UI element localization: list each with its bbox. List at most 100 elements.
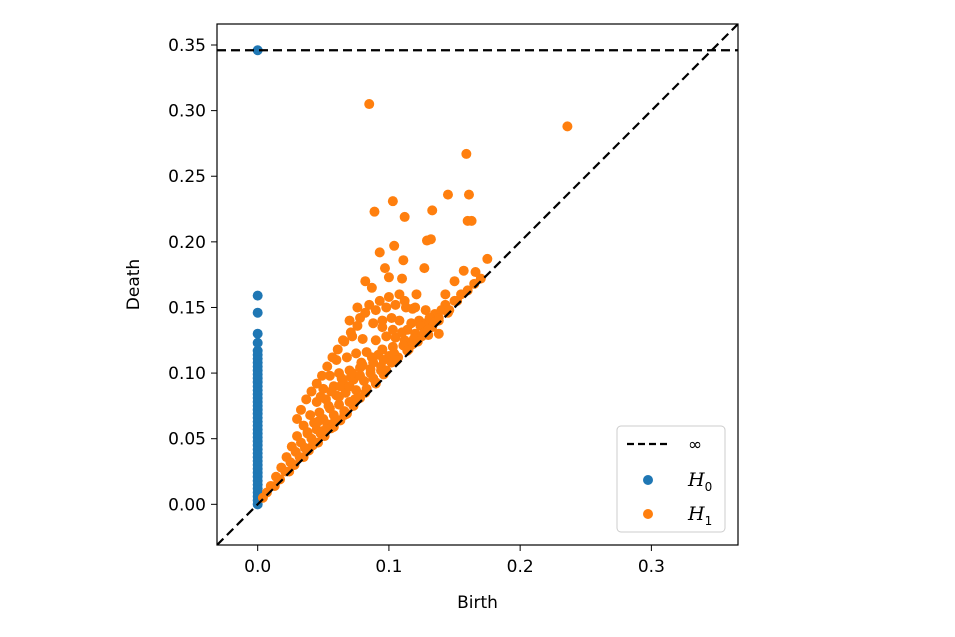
legend-h1-label: H1	[687, 503, 712, 528]
point-h1	[339, 410, 350, 421]
point-h1	[364, 99, 375, 110]
point-h1	[327, 352, 338, 363]
point-h1	[311, 378, 322, 389]
point-h1	[295, 404, 306, 415]
legend-h1-marker	[643, 509, 653, 519]
point-h1	[313, 416, 324, 427]
point-h1	[370, 335, 381, 346]
diagonal-line	[217, 24, 738, 545]
point-h1	[334, 391, 345, 402]
point-h1	[339, 336, 350, 347]
point-h1	[341, 352, 352, 363]
point-h1	[397, 327, 408, 338]
point-h1	[562, 121, 573, 132]
point-h1	[442, 189, 453, 200]
point-h1	[383, 291, 394, 302]
x-tick-label: 0.1	[375, 557, 402, 577]
point-h1	[381, 365, 392, 376]
point-h1	[458, 265, 469, 276]
point-h1	[345, 327, 356, 338]
point-h1	[301, 394, 312, 405]
point-h1	[406, 318, 417, 329]
point-h1	[386, 312, 397, 323]
point-h1	[374, 247, 385, 258]
y-tick-label: 0.25	[168, 167, 206, 187]
y-tick-label: 0.05	[168, 430, 206, 450]
point-h1	[328, 417, 339, 428]
point-h1	[444, 305, 455, 316]
x-tick-label: 0.3	[638, 557, 665, 577]
point-h1	[377, 344, 388, 355]
point-h1	[466, 215, 477, 226]
legend-h1-sub: 1	[705, 514, 713, 528]
point-h1	[357, 333, 368, 344]
point-h1	[368, 357, 379, 368]
point-h1	[425, 234, 436, 245]
point-h1	[360, 276, 371, 287]
point-h1	[344, 381, 355, 392]
point-h1	[482, 253, 493, 264]
point-h1	[387, 196, 398, 207]
point-h1	[390, 299, 401, 310]
plot-frame	[216, 23, 739, 546]
point-h1	[381, 331, 392, 342]
y-tick-label: 0.10	[168, 364, 206, 384]
x-axis-label: Birth	[457, 593, 498, 613]
point-h1	[412, 336, 423, 347]
legend: ∞ H0 H1	[616, 425, 726, 533]
point-h0	[252, 345, 263, 356]
point-h1	[381, 302, 392, 313]
y-tick-label: 0.30	[168, 102, 206, 122]
point-h1	[399, 211, 410, 222]
point-h1	[315, 391, 326, 402]
point-h1	[433, 315, 444, 326]
y-axis-label: Death	[124, 259, 144, 310]
point-h0	[252, 290, 263, 301]
point-h1	[352, 302, 363, 313]
point-h1	[399, 295, 410, 306]
point-h1	[463, 189, 474, 200]
point-h1	[316, 370, 327, 381]
x-tick-label: 0.0	[244, 557, 271, 577]
point-h1	[305, 410, 316, 421]
point-h1	[352, 320, 363, 331]
point-h1	[336, 373, 347, 384]
point-h1	[335, 381, 346, 392]
point-h1	[433, 328, 444, 339]
point-h1	[351, 348, 362, 359]
point-h1	[326, 386, 337, 397]
point-h1	[347, 368, 358, 379]
point-h1	[322, 361, 333, 372]
point-h0	[252, 328, 263, 339]
point-h1	[394, 315, 405, 326]
legend-h0-main: H	[687, 469, 705, 491]
point-h0	[252, 337, 263, 348]
point-h1	[332, 344, 343, 355]
point-h1	[357, 360, 368, 371]
point-h1	[366, 282, 377, 293]
legend-h0-sub: 0	[705, 480, 713, 494]
point-h0	[252, 307, 263, 318]
point-h1	[391, 354, 402, 365]
point-h1	[360, 307, 371, 318]
point-h1	[349, 394, 360, 405]
point-h1	[389, 240, 400, 251]
point-h1	[379, 263, 390, 274]
point-h1	[365, 368, 376, 379]
point-h1	[410, 302, 421, 313]
point-h1	[411, 289, 422, 300]
point-h1	[449, 276, 460, 287]
legend-h0-label: H0	[687, 469, 712, 494]
y-tick-label: 0.15	[168, 298, 206, 318]
point-h1	[369, 206, 380, 217]
point-h1	[383, 272, 394, 283]
legend-h0-marker	[643, 475, 653, 485]
y-tick-label: 0.35	[168, 36, 206, 56]
y-tick-label: 0.20	[168, 233, 206, 253]
legend-h1-main: H	[687, 503, 705, 525]
point-h1	[378, 354, 389, 365]
point-h1	[318, 425, 329, 436]
point-h1	[420, 305, 431, 316]
